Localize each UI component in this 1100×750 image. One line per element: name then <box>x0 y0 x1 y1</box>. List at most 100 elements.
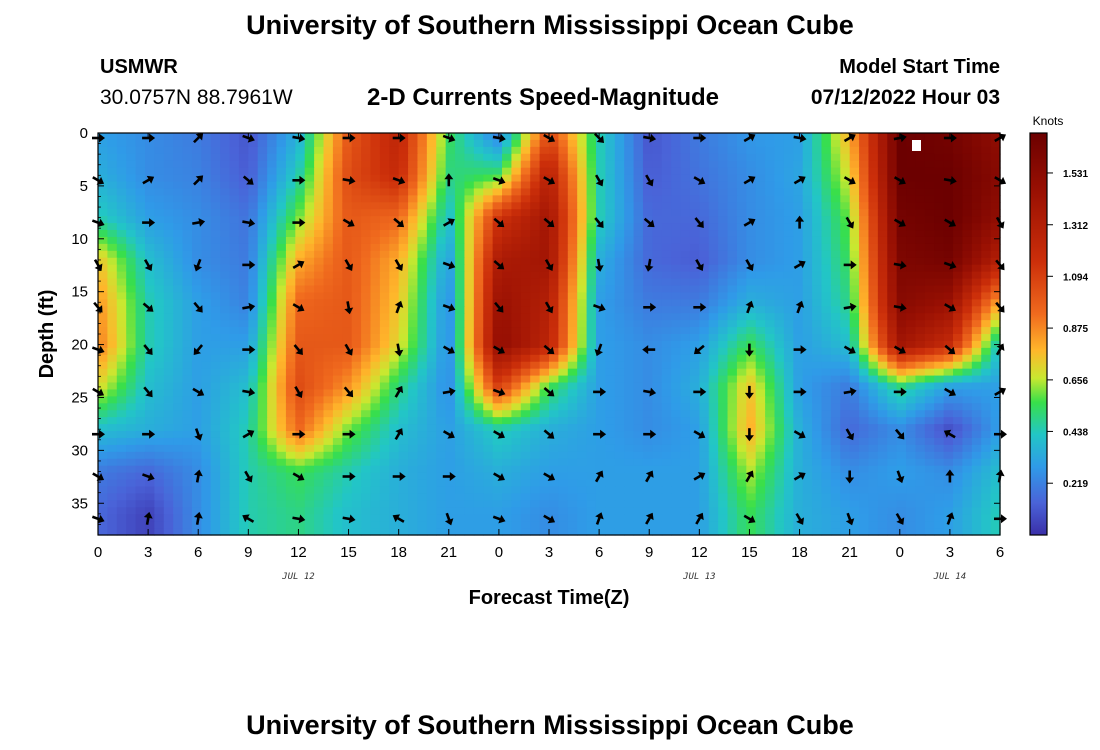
heatmap-cell <box>389 431 400 439</box>
heatmap-cell <box>126 354 137 363</box>
heatmap-cell <box>492 361 503 370</box>
heatmap-cell <box>238 458 249 467</box>
heatmap-cell <box>370 327 381 335</box>
heatmap-cell <box>492 451 503 460</box>
heatmap-cell <box>671 306 682 314</box>
heatmap-cell <box>924 458 935 467</box>
heatmap-cell <box>201 396 212 404</box>
heatmap-cell <box>783 424 794 432</box>
heatmap-cell <box>736 437 747 446</box>
heatmap-cell <box>257 354 268 363</box>
heatmap-cell <box>342 167 353 176</box>
heatmap-cell <box>173 389 184 397</box>
heatmap-cell <box>248 458 259 467</box>
heatmap-cell <box>586 133 597 141</box>
heatmap-cell <box>220 472 231 481</box>
heatmap-cell <box>267 167 278 176</box>
heatmap-cell <box>586 410 597 418</box>
heatmap-cell <box>990 347 1001 356</box>
heatmap-cell <box>135 160 146 169</box>
heatmap-cell <box>689 153 700 162</box>
heatmap-cell <box>943 236 954 245</box>
heatmap-cell <box>727 216 738 224</box>
heatmap-cell <box>173 306 184 314</box>
heatmap-cell <box>417 209 428 217</box>
heatmap-cell <box>924 424 935 432</box>
heatmap-cell <box>520 354 531 363</box>
heatmap-cell <box>473 285 484 294</box>
heatmap-cell <box>267 340 278 349</box>
heatmap-cell <box>915 320 926 328</box>
heatmap-cell <box>736 243 747 252</box>
heatmap-cell <box>464 354 475 363</box>
heatmap-cell <box>708 306 719 314</box>
station-coordinates: 30.0757N 88.7961W <box>100 86 293 109</box>
heatmap-cell <box>943 417 954 425</box>
heatmap-cell <box>502 299 513 307</box>
heatmap-cell <box>436 396 447 404</box>
heatmap-cell <box>417 389 428 397</box>
heatmap-cell <box>511 139 522 148</box>
heatmap-cell <box>220 257 231 266</box>
heatmap-cell <box>577 382 588 391</box>
heatmap-cell <box>295 209 306 217</box>
heatmap-cell <box>934 431 945 439</box>
heatmap-cell <box>783 334 794 342</box>
heatmap-cell <box>455 417 466 425</box>
heatmap-cell <box>483 465 494 474</box>
heatmap-cell <box>426 236 437 245</box>
heatmap-cell <box>332 472 343 481</box>
heatmap-cell <box>342 250 353 259</box>
heatmap-cell <box>473 347 484 356</box>
heatmap-cell <box>549 486 559 495</box>
heatmap-cell <box>699 236 710 245</box>
heatmap-cell <box>332 465 343 474</box>
heatmap-cell <box>558 230 569 238</box>
heatmap-cell <box>840 424 851 432</box>
heatmap-cell <box>351 403 362 411</box>
heatmap-cell <box>323 486 334 495</box>
heatmap-cell <box>971 437 982 446</box>
heatmap-cell <box>107 389 118 397</box>
heatmap-cell <box>586 431 597 439</box>
heatmap-cell <box>868 133 879 141</box>
heatmap-cell <box>389 465 400 474</box>
heatmap-cell <box>727 382 738 391</box>
heatmap-cell <box>173 195 184 203</box>
heatmap-cell <box>971 230 982 238</box>
heatmap-cell <box>220 139 231 148</box>
heatmap-cell <box>351 133 362 141</box>
heatmap-cell <box>220 389 231 397</box>
heatmap-cell <box>539 292 550 300</box>
heatmap-cell <box>896 139 907 148</box>
heatmap-cell <box>530 486 541 495</box>
heatmap-cell <box>257 347 268 356</box>
heatmap-cell <box>173 243 184 252</box>
heatmap-cell <box>577 417 588 425</box>
heatmap-cell <box>783 313 794 321</box>
heatmap-cell <box>182 181 193 190</box>
heatmap-cell <box>962 451 973 460</box>
heatmap-cell <box>595 285 606 294</box>
heatmap-cell <box>680 410 691 418</box>
heatmap-cell <box>887 174 898 183</box>
heatmap-cell <box>483 285 494 294</box>
heatmap-cell <box>295 271 306 280</box>
heatmap-cell <box>464 431 475 439</box>
heatmap-cell <box>567 334 578 342</box>
heatmap-cell <box>567 230 578 238</box>
heatmap-cell <box>370 410 381 418</box>
heatmap-cell <box>915 354 926 363</box>
heatmap-cell <box>445 403 456 411</box>
heatmap-cell <box>934 361 945 370</box>
heatmap-cell <box>633 347 644 356</box>
heatmap-cell <box>765 292 776 300</box>
heatmap-cell <box>220 181 231 190</box>
heatmap-cell <box>210 403 221 411</box>
heatmap-cell <box>502 271 513 280</box>
heatmap-cell <box>624 216 635 224</box>
heatmap-cell <box>163 139 174 148</box>
heatmap-cell <box>802 195 813 203</box>
heatmap-cell <box>896 285 907 294</box>
heatmap-cell <box>943 278 954 287</box>
